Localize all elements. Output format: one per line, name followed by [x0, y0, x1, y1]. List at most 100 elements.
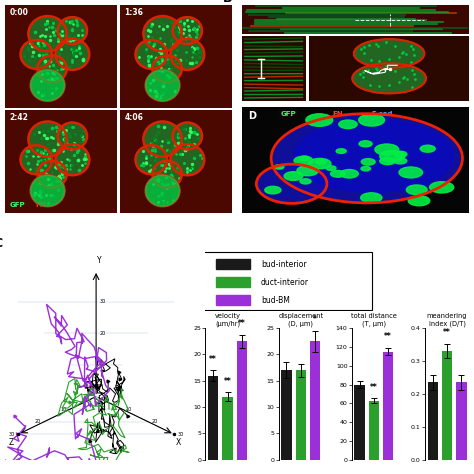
- Text: **: **: [238, 319, 246, 328]
- Text: 4:06: 4:06: [124, 113, 143, 122]
- Text: Y: Y: [97, 256, 102, 265]
- Text: bud-BM: bud-BM: [261, 296, 290, 305]
- Circle shape: [339, 120, 357, 128]
- Circle shape: [58, 17, 87, 44]
- Text: 10: 10: [100, 363, 106, 367]
- Circle shape: [173, 17, 202, 44]
- Text: **: **: [370, 383, 378, 392]
- Circle shape: [394, 158, 407, 164]
- Text: bud-interior: bud-interior: [261, 260, 306, 269]
- Text: FN: FN: [35, 202, 46, 208]
- Circle shape: [28, 121, 67, 156]
- Circle shape: [399, 167, 422, 178]
- Circle shape: [146, 175, 180, 206]
- Circle shape: [306, 114, 333, 127]
- Bar: [428, 383, 438, 460]
- Circle shape: [336, 149, 346, 154]
- Circle shape: [173, 123, 202, 149]
- Circle shape: [326, 166, 336, 171]
- Circle shape: [380, 150, 405, 162]
- Circle shape: [359, 141, 372, 147]
- Text: **: **: [384, 332, 392, 341]
- Circle shape: [274, 164, 284, 169]
- Text: 10: 10: [126, 407, 132, 412]
- Bar: [310, 341, 320, 460]
- Circle shape: [394, 151, 407, 157]
- Circle shape: [330, 171, 345, 177]
- Circle shape: [294, 156, 313, 165]
- Circle shape: [58, 123, 87, 149]
- Text: X: X: [176, 438, 182, 447]
- Circle shape: [316, 159, 326, 164]
- Circle shape: [408, 196, 430, 206]
- Circle shape: [31, 70, 64, 101]
- Bar: [222, 397, 233, 460]
- Text: 20: 20: [100, 331, 106, 336]
- Circle shape: [31, 70, 64, 101]
- Circle shape: [136, 40, 167, 69]
- Text: 30: 30: [178, 432, 184, 437]
- Circle shape: [300, 179, 311, 184]
- Circle shape: [146, 70, 180, 101]
- Text: 10: 10: [61, 407, 67, 412]
- Circle shape: [146, 175, 180, 206]
- Circle shape: [354, 39, 424, 68]
- Text: 0:00: 0:00: [9, 8, 28, 17]
- Bar: [216, 259, 250, 269]
- Circle shape: [28, 16, 67, 51]
- Text: B: B: [223, 0, 233, 5]
- Circle shape: [146, 70, 180, 101]
- Bar: [216, 277, 250, 287]
- Circle shape: [136, 145, 167, 174]
- Bar: [442, 351, 452, 460]
- Circle shape: [55, 39, 89, 70]
- Bar: [237, 341, 247, 460]
- Circle shape: [153, 55, 182, 82]
- Text: *: *: [313, 315, 317, 324]
- Ellipse shape: [273, 115, 460, 202]
- Circle shape: [375, 144, 399, 155]
- Text: A: A: [0, 0, 3, 1]
- Ellipse shape: [257, 165, 326, 202]
- Circle shape: [171, 39, 204, 70]
- Circle shape: [31, 175, 64, 206]
- Circle shape: [361, 166, 371, 171]
- Ellipse shape: [294, 120, 453, 192]
- Circle shape: [352, 64, 426, 93]
- Circle shape: [361, 193, 382, 203]
- Circle shape: [153, 161, 182, 188]
- Text: **: **: [210, 355, 217, 364]
- Text: 30: 30: [8, 432, 15, 437]
- Circle shape: [55, 144, 89, 175]
- Bar: [281, 370, 292, 460]
- Circle shape: [144, 16, 182, 51]
- Text: 30: 30: [100, 299, 106, 304]
- Text: E-cad: E-cad: [371, 110, 393, 117]
- Title: meandering
index (D/T): meandering index (D/T): [427, 313, 467, 327]
- Title: total distance
(T, μm): total distance (T, μm): [351, 313, 397, 327]
- Text: 20: 20: [35, 419, 41, 424]
- Circle shape: [171, 144, 204, 175]
- Circle shape: [380, 157, 395, 164]
- Circle shape: [309, 158, 331, 169]
- Circle shape: [37, 55, 67, 82]
- Text: **: **: [443, 328, 451, 337]
- Text: duct-interior: duct-interior: [261, 278, 309, 287]
- Circle shape: [31, 175, 64, 206]
- Circle shape: [406, 185, 427, 195]
- Bar: [208, 375, 219, 460]
- Bar: [383, 352, 393, 460]
- Bar: [296, 370, 306, 460]
- Circle shape: [420, 145, 435, 152]
- Circle shape: [340, 170, 358, 178]
- Text: FN: FN: [333, 110, 343, 117]
- Text: Z: Z: [9, 438, 14, 447]
- Circle shape: [361, 159, 375, 165]
- Circle shape: [284, 172, 303, 181]
- Circle shape: [429, 182, 454, 193]
- Text: 1:36: 1:36: [124, 8, 143, 17]
- Circle shape: [144, 121, 182, 156]
- Circle shape: [359, 114, 384, 126]
- Title: displacement
(D, μm): displacement (D, μm): [278, 313, 323, 327]
- Circle shape: [20, 40, 52, 69]
